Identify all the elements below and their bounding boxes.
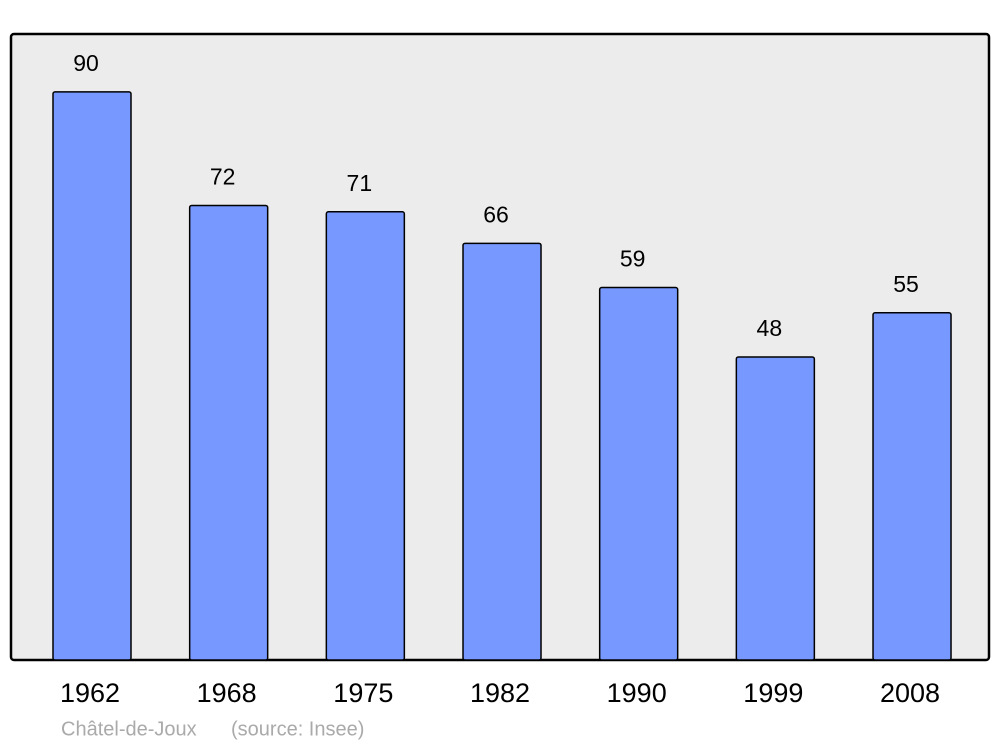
bar xyxy=(325,211,406,661)
bar xyxy=(735,356,816,661)
x-tick-label: 1975 xyxy=(333,678,393,708)
x-tick-label: 1999 xyxy=(743,678,803,708)
x-tick-label: 1990 xyxy=(607,678,667,708)
value-label: 55 xyxy=(893,271,919,297)
x-tick-label: 1982 xyxy=(470,678,530,708)
x-tick-label: 1968 xyxy=(197,678,257,708)
bar xyxy=(188,204,269,661)
x-tick-label: 1962 xyxy=(60,678,120,708)
bar xyxy=(462,242,542,661)
value-label: 90 xyxy=(73,50,99,76)
x-tick-label: 2008 xyxy=(880,678,940,708)
value-label: 59 xyxy=(620,246,646,272)
source: (source: Insee) xyxy=(231,718,364,740)
value-label: 66 xyxy=(483,201,509,227)
bar xyxy=(52,91,132,661)
value-label: 71 xyxy=(347,170,373,196)
value-label: 48 xyxy=(757,315,783,341)
bar xyxy=(872,312,952,661)
caption: Châtel-de-Joux xyxy=(61,718,197,740)
bar xyxy=(598,286,679,661)
value-label: 72 xyxy=(210,164,236,190)
